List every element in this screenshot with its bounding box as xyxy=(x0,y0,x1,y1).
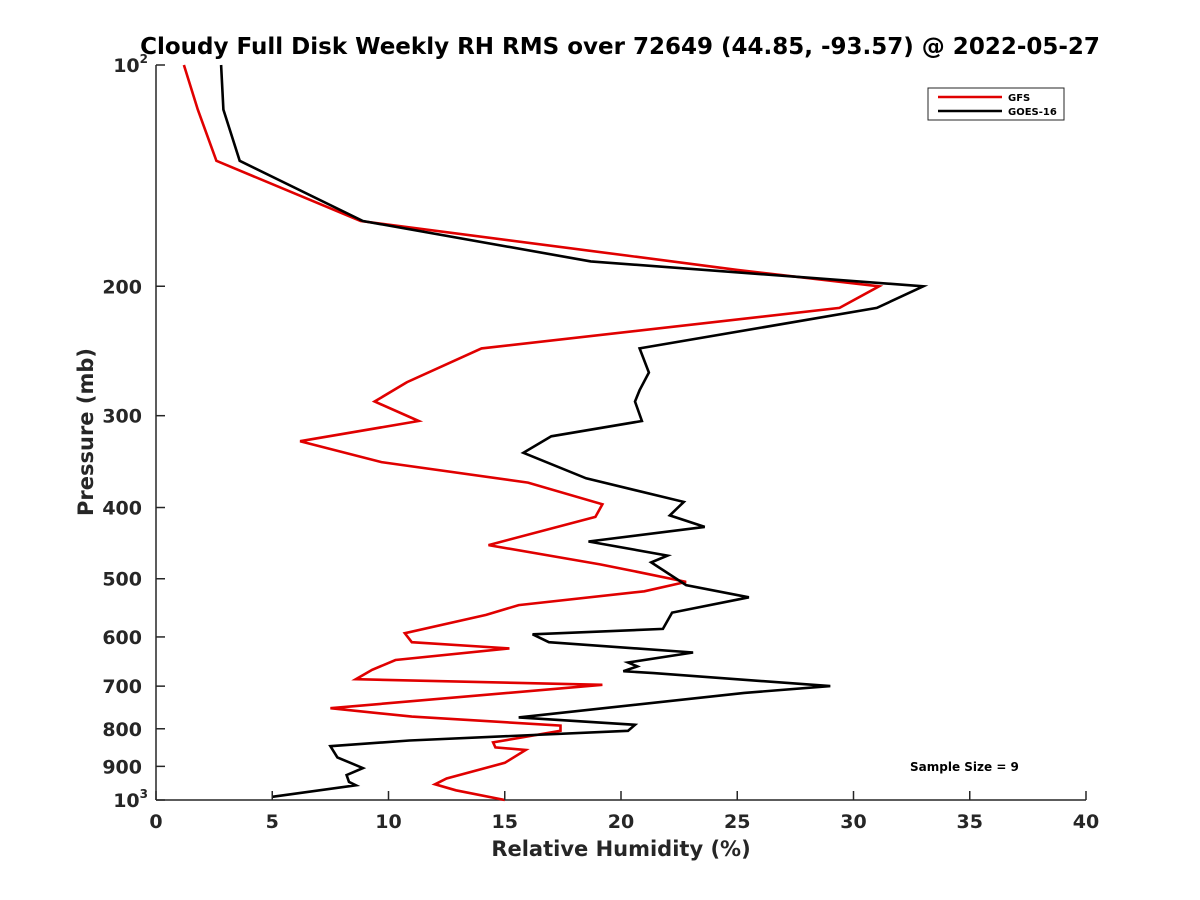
y-tick-label: 600 xyxy=(102,627,142,649)
series-line-goes-16 xyxy=(219,64,929,799)
legend-label-gfs: GFS xyxy=(1008,93,1030,104)
sample-size-annotation: Sample Size = 9 xyxy=(910,760,1019,774)
x-tick-label: 10 xyxy=(375,811,401,833)
x-tick-label: 0 xyxy=(149,811,162,833)
x-axis-ticks: 0 5 10 15 20 25 30 35 40 xyxy=(149,791,1099,833)
x-tick-label: 35 xyxy=(957,811,983,833)
y-axis-label: Pressure (mb) xyxy=(74,348,98,516)
chart-title: Cloudy Full Disk Weekly RH RMS over 7264… xyxy=(140,34,1100,60)
x-tick-label: 40 xyxy=(1073,811,1099,833)
plot-area: 0 5 10 15 20 25 30 35 40 102 200 300 400 500 600 700 80… xyxy=(102,52,1099,833)
legend-box xyxy=(927,87,1065,121)
x-tick-label: 15 xyxy=(492,811,518,833)
y-tick-label: 700 xyxy=(102,676,142,698)
y-tick-label: 800 xyxy=(102,719,142,741)
x-axis-label: Relative Humidity (%) xyxy=(491,837,750,861)
x-tick-label: 5 xyxy=(266,811,279,833)
x-tick-label: 20 xyxy=(608,811,634,833)
legend: GFS GOES-16 xyxy=(927,87,1065,121)
x-tick-label: 30 xyxy=(840,811,866,833)
y-tick-label: 200 xyxy=(102,276,142,298)
y-tick-label: 400 xyxy=(102,498,142,520)
legend-label-goes16: GOES-16 xyxy=(1008,107,1057,118)
y-tick-label: 900 xyxy=(102,756,142,778)
x-tick-label: 25 xyxy=(724,811,750,833)
y-axis-ticks: 102 200 300 400 500 600 700 800 900 103 xyxy=(102,52,165,812)
y-tick-label: 500 xyxy=(102,569,142,591)
series-group xyxy=(182,64,929,802)
y-tick-label: 102 xyxy=(113,52,148,77)
y-tick-label: 103 xyxy=(113,787,148,812)
series-line-gfs xyxy=(182,64,884,802)
y-tick-label: 300 xyxy=(102,406,142,428)
